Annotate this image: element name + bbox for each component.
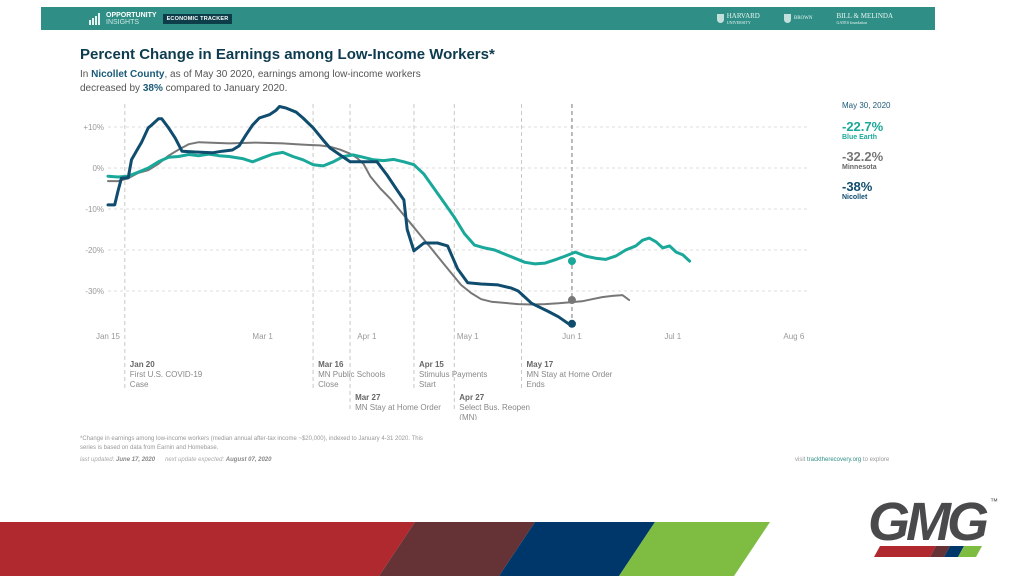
- x-tick-label: May 1: [457, 332, 479, 341]
- event-date: Jan 20: [130, 360, 155, 369]
- event-text: MN Public Schools: [318, 370, 385, 379]
- event-text: Start: [419, 380, 437, 389]
- stripe-maroon: [379, 522, 535, 576]
- bar-chart-icon: [89, 13, 103, 25]
- sidebar-entry-nicollet: -38% Nicollet: [842, 179, 890, 202]
- event-date: Mar 27: [355, 393, 381, 402]
- sidebar-label: Minnesota: [842, 164, 877, 171]
- footnote: *Change in earnings among low-income wor…: [80, 436, 423, 451]
- update-info: last updated: June 17, 2020 next update …: [80, 457, 271, 463]
- header-bar: OPPORTUNITY INSIGHTS ECONOMIC TRACKER HA…: [41, 7, 935, 30]
- harvard-shield-icon: [716, 14, 724, 23]
- next-update-value: August 07, 2020: [225, 457, 272, 463]
- y-tick-label: +10%: [83, 123, 104, 132]
- logo-stripe-maroon: [930, 546, 950, 557]
- x-tick-label: Apr 1: [357, 332, 377, 341]
- event-text: Select Bus. Reopen: [459, 403, 530, 412]
- axis-ticks: +10% 0% -10% -20% -30% Jan 15 Mar 1 Apr 1 May 1 J…: [83, 123, 805, 341]
- y-tick-label: -20%: [85, 246, 104, 255]
- chart-title: Percent Change in Earnings among Low-Inc…: [80, 46, 495, 63]
- partner-name: BROWN: [793, 16, 813, 21]
- visit-post: to explore: [861, 457, 890, 463]
- sidebar-entry-minnesota: -32.2% Minnesota: [842, 149, 890, 172]
- subtitle-text: , as of May 30 2020, earnings among low-…: [80, 69, 421, 94]
- x-tick-label: Aug 6: [783, 332, 804, 341]
- endpoint-blue-earth: [567, 257, 576, 266]
- sidebar-value: -22.7%: [842, 119, 884, 134]
- county-name: Nicollet County: [91, 69, 165, 80]
- decorative-stripes: [0, 522, 770, 576]
- partner-sub: UNIVERSITY: [726, 20, 751, 25]
- y-tick-label: -30%: [85, 287, 104, 296]
- last-updated-label: last updated:: [80, 457, 117, 463]
- stripe-navy: [499, 522, 655, 576]
- event-text: (MN): [459, 413, 477, 420]
- tracker-link[interactable]: tracktherecovery.org: [807, 457, 862, 463]
- endpoint-minnesota: [567, 296, 576, 305]
- sidebar-value: -38%: [842, 179, 873, 194]
- stripe-red: [0, 522, 415, 576]
- y-tick-label: 0%: [92, 164, 104, 173]
- x-tick-label: Jul 1: [664, 332, 681, 341]
- event-text: Stimulus Payments: [419, 370, 487, 379]
- visit-note: visit tracktherecovery.org to explore: [795, 457, 889, 463]
- logo-stripe-green: [958, 546, 982, 557]
- sidebar-entry-blue-earth: -22.7% Blue Earth: [842, 119, 890, 142]
- event-text: Close: [318, 380, 339, 389]
- value-sidebar: May 30, 2020 -22.7% Blue Earth -32.2% Mi…: [842, 101, 890, 210]
- partner-name: BILL & MELINDA: [836, 12, 893, 20]
- event-date: Apr 15: [419, 360, 444, 369]
- subtitle-text: In: [80, 69, 92, 80]
- x-tick-label: Jun 1: [562, 332, 582, 341]
- harvard-logo[interactable]: HARVARD UNIVERSITY: [716, 12, 760, 25]
- trademark: ™: [990, 497, 998, 506]
- x-tick-label: Mar 1: [252, 332, 273, 341]
- logo-stripe-navy: [944, 546, 964, 557]
- stripe-green: [619, 522, 770, 576]
- chart-subtitle: In Nicollet County, as of May 30 2020, e…: [80, 68, 460, 96]
- series-line-nicollet: [106, 105, 571, 326]
- gmg-logo: GMG ™: [868, 494, 998, 557]
- brown-shield-icon: [783, 14, 791, 23]
- sidebar-value: -32.2%: [842, 149, 884, 164]
- y-tick-label: -10%: [85, 205, 104, 214]
- event-text: MN Stay at Home Order: [355, 403, 441, 412]
- event-text: Case: [130, 380, 149, 389]
- brand-line1: OPPORTUNITY: [106, 12, 157, 19]
- event-text: MN Stay at Home Order: [527, 370, 613, 379]
- economic-tracker-badge: ECONOMIC TRACKER: [162, 14, 233, 24]
- event-text: Ends: [527, 380, 545, 389]
- event-text: First U.S. COVID-19: [130, 370, 203, 379]
- event-date: Apr 27: [459, 393, 484, 402]
- brown-logo[interactable]: BROWN: [783, 14, 813, 23]
- sidebar-label: Nicollet: [842, 194, 868, 201]
- gmg-logo-text: GMG: [868, 494, 988, 552]
- gates-logo[interactable]: BILL & MELINDA GATES foundation: [836, 12, 893, 25]
- subtitle-text: compared to January 2020.: [162, 83, 288, 94]
- next-update-label: next update expected:: [165, 457, 226, 463]
- logo-stripe-red: [874, 546, 936, 557]
- sidebar-date: May 30, 2020: [842, 101, 891, 110]
- sidebar-label: Blue Earth: [842, 134, 878, 141]
- partner-logos: HARVARD UNIVERSITY BROWN BILL & MELINDA GA…: [716, 12, 893, 25]
- change-percent: 38%: [142, 83, 163, 94]
- event-date: May 17: [527, 360, 554, 369]
- partner-name: HARVARD: [726, 12, 760, 20]
- last-updated-value: June 17, 2020: [116, 457, 156, 463]
- grid: [108, 126, 810, 292]
- endpoint-nicollet: [567, 319, 576, 328]
- x-tick-label: Jan 15: [96, 332, 121, 341]
- partner-sub: GATES foundation: [836, 20, 868, 25]
- series-line-minnesota: [107, 141, 631, 306]
- event-date: Mar 16: [318, 360, 344, 369]
- brand-line2: INSIGHTS: [106, 19, 140, 26]
- visit-pre: visit: [795, 457, 807, 463]
- series-lines: [106, 105, 692, 328]
- opportunity-insights-logo[interactable]: OPPORTUNITY INSIGHTS ECONOMIC TRACKER: [89, 12, 233, 26]
